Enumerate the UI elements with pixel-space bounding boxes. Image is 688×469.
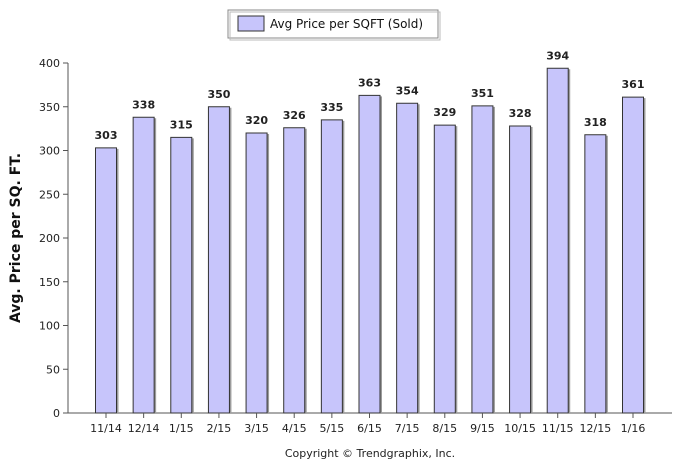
legend-label: Avg Price per SQFT (Sold): [270, 17, 423, 31]
bar-value-label: 315: [170, 118, 193, 131]
x-axis-ticks: 11/14 12/14 1/15 2/15 3/15 4/15 5/15 6/15 7/15 8/…: [90, 413, 645, 435]
y-tick-label: 300: [39, 145, 60, 158]
y-tick-label: 250: [39, 188, 60, 201]
bar-value-label: 318: [584, 116, 607, 129]
bar: [245, 132, 268, 414]
bar: [471, 105, 494, 414]
bar: [320, 119, 343, 414]
bar: [132, 116, 155, 414]
bar-value-label: 303: [95, 129, 118, 142]
x-tick-label: 12/14: [128, 422, 160, 435]
x-tick-label: 7/15: [395, 422, 420, 435]
x-tick-label: 9/15: [470, 422, 495, 435]
bar: [584, 134, 607, 414]
bars-group: 303 338 315 350 320 326 335 363 354 329 351 328 394 3…: [95, 49, 646, 414]
x-tick-label: 11/15: [542, 422, 574, 435]
bar-value-label: 350: [207, 88, 230, 101]
y-tick-label: 150: [39, 276, 60, 289]
bar-value-label: 326: [283, 109, 306, 122]
y-axis-title: Avg. Price per SQ. FT.: [8, 153, 24, 323]
x-tick-label: 4/15: [282, 422, 307, 435]
y-axis-ticks: 0 50 100 150 200 250 300 350 400: [39, 57, 68, 420]
bar-value-label: 363: [358, 76, 381, 89]
bar: [207, 106, 230, 414]
bar-value-label: 329: [433, 106, 456, 119]
bar-value-label: 335: [320, 101, 343, 114]
bar: [622, 96, 644, 414]
copyright-footer: Copyright © Trendgraphix, Inc.: [285, 447, 455, 460]
bar: [358, 94, 381, 414]
x-tick-label: 11/14: [90, 422, 122, 435]
bar: [396, 102, 419, 414]
bar-value-label: 338: [132, 98, 155, 111]
legend-swatch: [237, 15, 265, 32]
y-tick-label: 100: [39, 320, 60, 333]
y-tick-label: 400: [39, 57, 60, 70]
legend-shadow: [229, 11, 441, 41]
x-tick-label: 1/15: [169, 422, 194, 435]
bar-value-label: 328: [509, 107, 532, 120]
bar: [546, 67, 569, 414]
bar: [283, 127, 306, 414]
y-tick-label: 350: [39, 101, 60, 114]
x-tick-label: 12/15: [580, 422, 612, 435]
bar-value-label: 354: [396, 84, 419, 97]
y-tick-label: 0: [53, 407, 60, 420]
x-tick-label: 10/15: [504, 422, 536, 435]
bar: [95, 147, 117, 414]
x-tick-label: 5/15: [320, 422, 345, 435]
bar-value-label: 320: [245, 114, 268, 127]
bar-value-label: 351: [471, 87, 494, 100]
x-tick-label: 1/16: [621, 422, 646, 435]
y-tick-label: 50: [46, 363, 60, 376]
y-tick-label: 200: [39, 232, 60, 245]
bar: [509, 125, 532, 414]
legend: Avg Price per SQFT (Sold): [227, 9, 441, 41]
x-tick-label: 8/15: [432, 422, 457, 435]
x-tick-label: 3/15: [244, 422, 269, 435]
x-tick-label: 6/15: [357, 422, 382, 435]
bar-value-label: 361: [622, 78, 645, 91]
x-tick-label: 2/15: [207, 422, 232, 435]
bar: [433, 124, 456, 414]
bar-value-label: 394: [546, 49, 569, 62]
bar: [170, 136, 193, 414]
